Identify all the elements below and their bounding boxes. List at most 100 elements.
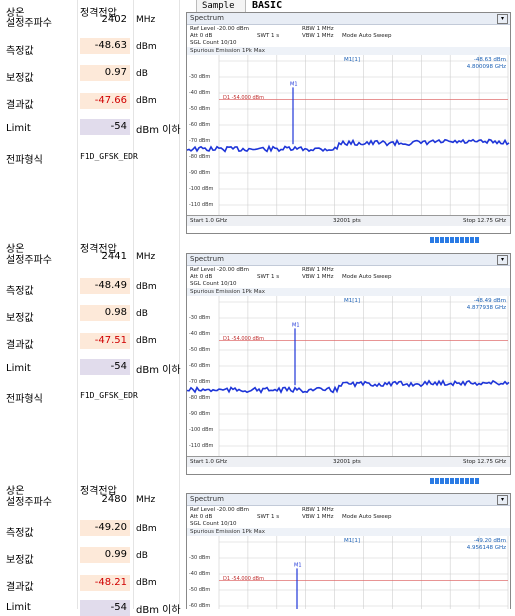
sweep-time: SWT 1 s xyxy=(257,33,280,39)
spectrum-title: Spectrum xyxy=(187,494,510,506)
meas-label: 측정값 xyxy=(6,286,34,297)
limit-line-label: D1 -54.000 dBm xyxy=(223,95,264,102)
spectrum-plot[interactable]: M1 -30 dBm -40 dBm -50 dBm -60 dBm -70 dBm -80… xyxy=(187,296,510,456)
y-tick-label: -50 dBm xyxy=(189,347,211,353)
emission-value[interactable]: F1D_GFSK_EDR xyxy=(80,152,138,161)
y-tick-label: -80 dBm xyxy=(189,154,211,160)
sweep-mode: Mode Auto Sweep xyxy=(342,274,392,280)
freq-value[interactable]: 2480 xyxy=(101,494,127,505)
vbw: VBW 1 MHz xyxy=(302,514,334,520)
sheet-gridlines xyxy=(0,0,180,609)
freq-value[interactable]: 2402 xyxy=(101,14,127,25)
freq-label: 설정주파수 xyxy=(6,497,52,508)
limit-value[interactable]: -54 xyxy=(80,359,130,375)
result-label: 결과값 xyxy=(6,340,34,351)
corr-value[interactable]: 0.97 xyxy=(80,65,130,81)
spectrum-plot[interactable]: M1 -30 dBm -40 dBm -50 dBm -60 dBm D1 -54.000… xyxy=(187,536,510,609)
marker-frequency: 4.800098 GHz xyxy=(466,64,506,70)
emission-value[interactable]: F1D_GFSK_EDR xyxy=(80,391,138,400)
marker-m1: M1 xyxy=(290,81,298,87)
corr-value[interactable]: 0.99 xyxy=(80,547,130,563)
sweep-time: SWT 1 s xyxy=(257,514,280,520)
freq-label: 설정주파수 xyxy=(6,255,52,266)
spectrum-trace xyxy=(187,138,510,153)
y-tick-label: -40 dBm xyxy=(189,90,211,96)
y-tick-label: -80 dBm xyxy=(189,395,211,401)
freq-unit: MHz xyxy=(136,15,156,25)
meas-unit: dBm xyxy=(136,524,157,534)
ref-level: Ref Level -20.00 dBm xyxy=(190,26,250,32)
sweep-time: SWT 1 s xyxy=(257,274,280,280)
header-voltage: 정격전압 xyxy=(80,8,117,19)
panel-menu-icon[interactable]: ▾ xyxy=(497,495,508,505)
stop-freq: Stop 12.75 GHz xyxy=(462,218,506,224)
y-tick-label: -110 dBm xyxy=(189,202,214,208)
trace-label: Spurious Emission 1Pk Max xyxy=(187,528,510,536)
result-label: 결과값 xyxy=(6,100,34,111)
result-value[interactable]: -47.51 xyxy=(80,333,130,349)
y-tick-label: -40 dBm xyxy=(189,571,211,577)
vbw: VBW 1 MHz xyxy=(302,33,334,39)
y-tick-label: -100 dBm xyxy=(189,427,214,433)
y-tick-label: -50 dBm xyxy=(189,106,211,112)
marker-level: -49.20 dBm xyxy=(473,538,506,544)
corr-value[interactable]: 0.98 xyxy=(80,305,130,321)
marker-frequency: 4.877938 GHz xyxy=(466,305,506,311)
y-tick-label: -60 dBm xyxy=(189,122,211,128)
freq-value[interactable]: 2441 xyxy=(101,251,127,262)
attenuation: Att 0 dB xyxy=(190,274,213,280)
start-freq: Start 1.0 GHz xyxy=(190,459,227,465)
header-condition: 상온 xyxy=(6,244,25,255)
meas-value[interactable]: -48.63 xyxy=(80,38,130,54)
result-unit: dBm xyxy=(136,96,157,106)
corr-unit: dB xyxy=(136,69,148,79)
limit-label: Limit xyxy=(6,363,31,374)
spectrum-footer: Start 1.0 GHz 32001 pts Stop 12.75 GHz xyxy=(187,215,510,226)
sgl-count: SGL Count 10/10 xyxy=(190,281,237,287)
meas-value[interactable]: -49.20 xyxy=(80,520,130,536)
result-value[interactable]: -47.66 xyxy=(80,93,130,109)
result-unit: dBm xyxy=(136,578,157,588)
tab-sample[interactable]: Sample xyxy=(202,1,235,11)
y-tick-label: -40 dBm xyxy=(189,331,211,337)
limit-value[interactable]: -54 xyxy=(80,119,130,135)
limit-line-label: D1 -54.000 dBm xyxy=(223,336,264,343)
trace-label: Spurious Emission 1Pk Max xyxy=(187,288,510,296)
sweep-mode: Mode Auto Sweep xyxy=(342,514,392,520)
limit-value[interactable]: -54 xyxy=(80,600,130,616)
rbw: RBW 1 MHz xyxy=(302,507,334,513)
corr-unit: dB xyxy=(136,309,148,319)
marker-level: -48.63 dBm xyxy=(473,57,506,63)
y-tick-label: -90 dBm xyxy=(189,411,211,417)
marker-m1: M1 xyxy=(292,322,300,328)
limit-unit: dBm 이하 xyxy=(136,365,181,376)
corr-label: 보정값 xyxy=(6,73,34,84)
vbw: VBW 1 MHz xyxy=(302,274,334,280)
panel-menu-icon[interactable]: ▾ xyxy=(497,14,508,24)
spectrum-panel-3: Spectrum ▾ Ref Level -20.00 dBm Att 0 dB SWT… xyxy=(186,493,511,609)
result-value[interactable]: -48.21 xyxy=(80,575,130,591)
y-tick-label: -60 dBm xyxy=(189,363,211,369)
rbw: RBW 1 MHz xyxy=(302,267,334,273)
spectrum-plot[interactable]: M1 -30 dBm -40 dBm -50 dBm -60 dBm -70 dBm -80… xyxy=(187,55,510,215)
spectrum-title: Spectrum xyxy=(187,254,510,266)
header-voltage: 정격전압 xyxy=(80,244,117,255)
y-tick-label: -110 dBm xyxy=(189,443,214,449)
panel-menu-icon[interactable]: ▾ xyxy=(497,255,508,265)
marker-name: M1[1] xyxy=(343,57,360,63)
ref-level: Ref Level -20.00 dBm xyxy=(190,267,250,273)
limit-line-label: D1 -54.000 dBm xyxy=(223,576,264,583)
marker-m1: M1 xyxy=(294,562,302,568)
spectrum-footer: Start 1.0 GHz 32001 pts Stop 12.75 GHz xyxy=(187,456,510,467)
emission-label: 전파형식 xyxy=(6,394,43,405)
y-tick-label: -50 dBm xyxy=(189,587,211,593)
y-tick-label: -70 dBm xyxy=(189,138,211,144)
tab-basic[interactable]: BASIC xyxy=(252,0,283,11)
sweep-points: 32001 pts xyxy=(333,218,361,224)
meas-value[interactable]: -48.49 xyxy=(80,278,130,294)
freq-unit: MHz xyxy=(136,252,156,262)
sweep-status-bar xyxy=(430,235,484,243)
attenuation: Att 0 dB xyxy=(190,514,213,520)
meas-label: 측정값 xyxy=(6,528,34,539)
meas-unit: dBm xyxy=(136,282,157,292)
